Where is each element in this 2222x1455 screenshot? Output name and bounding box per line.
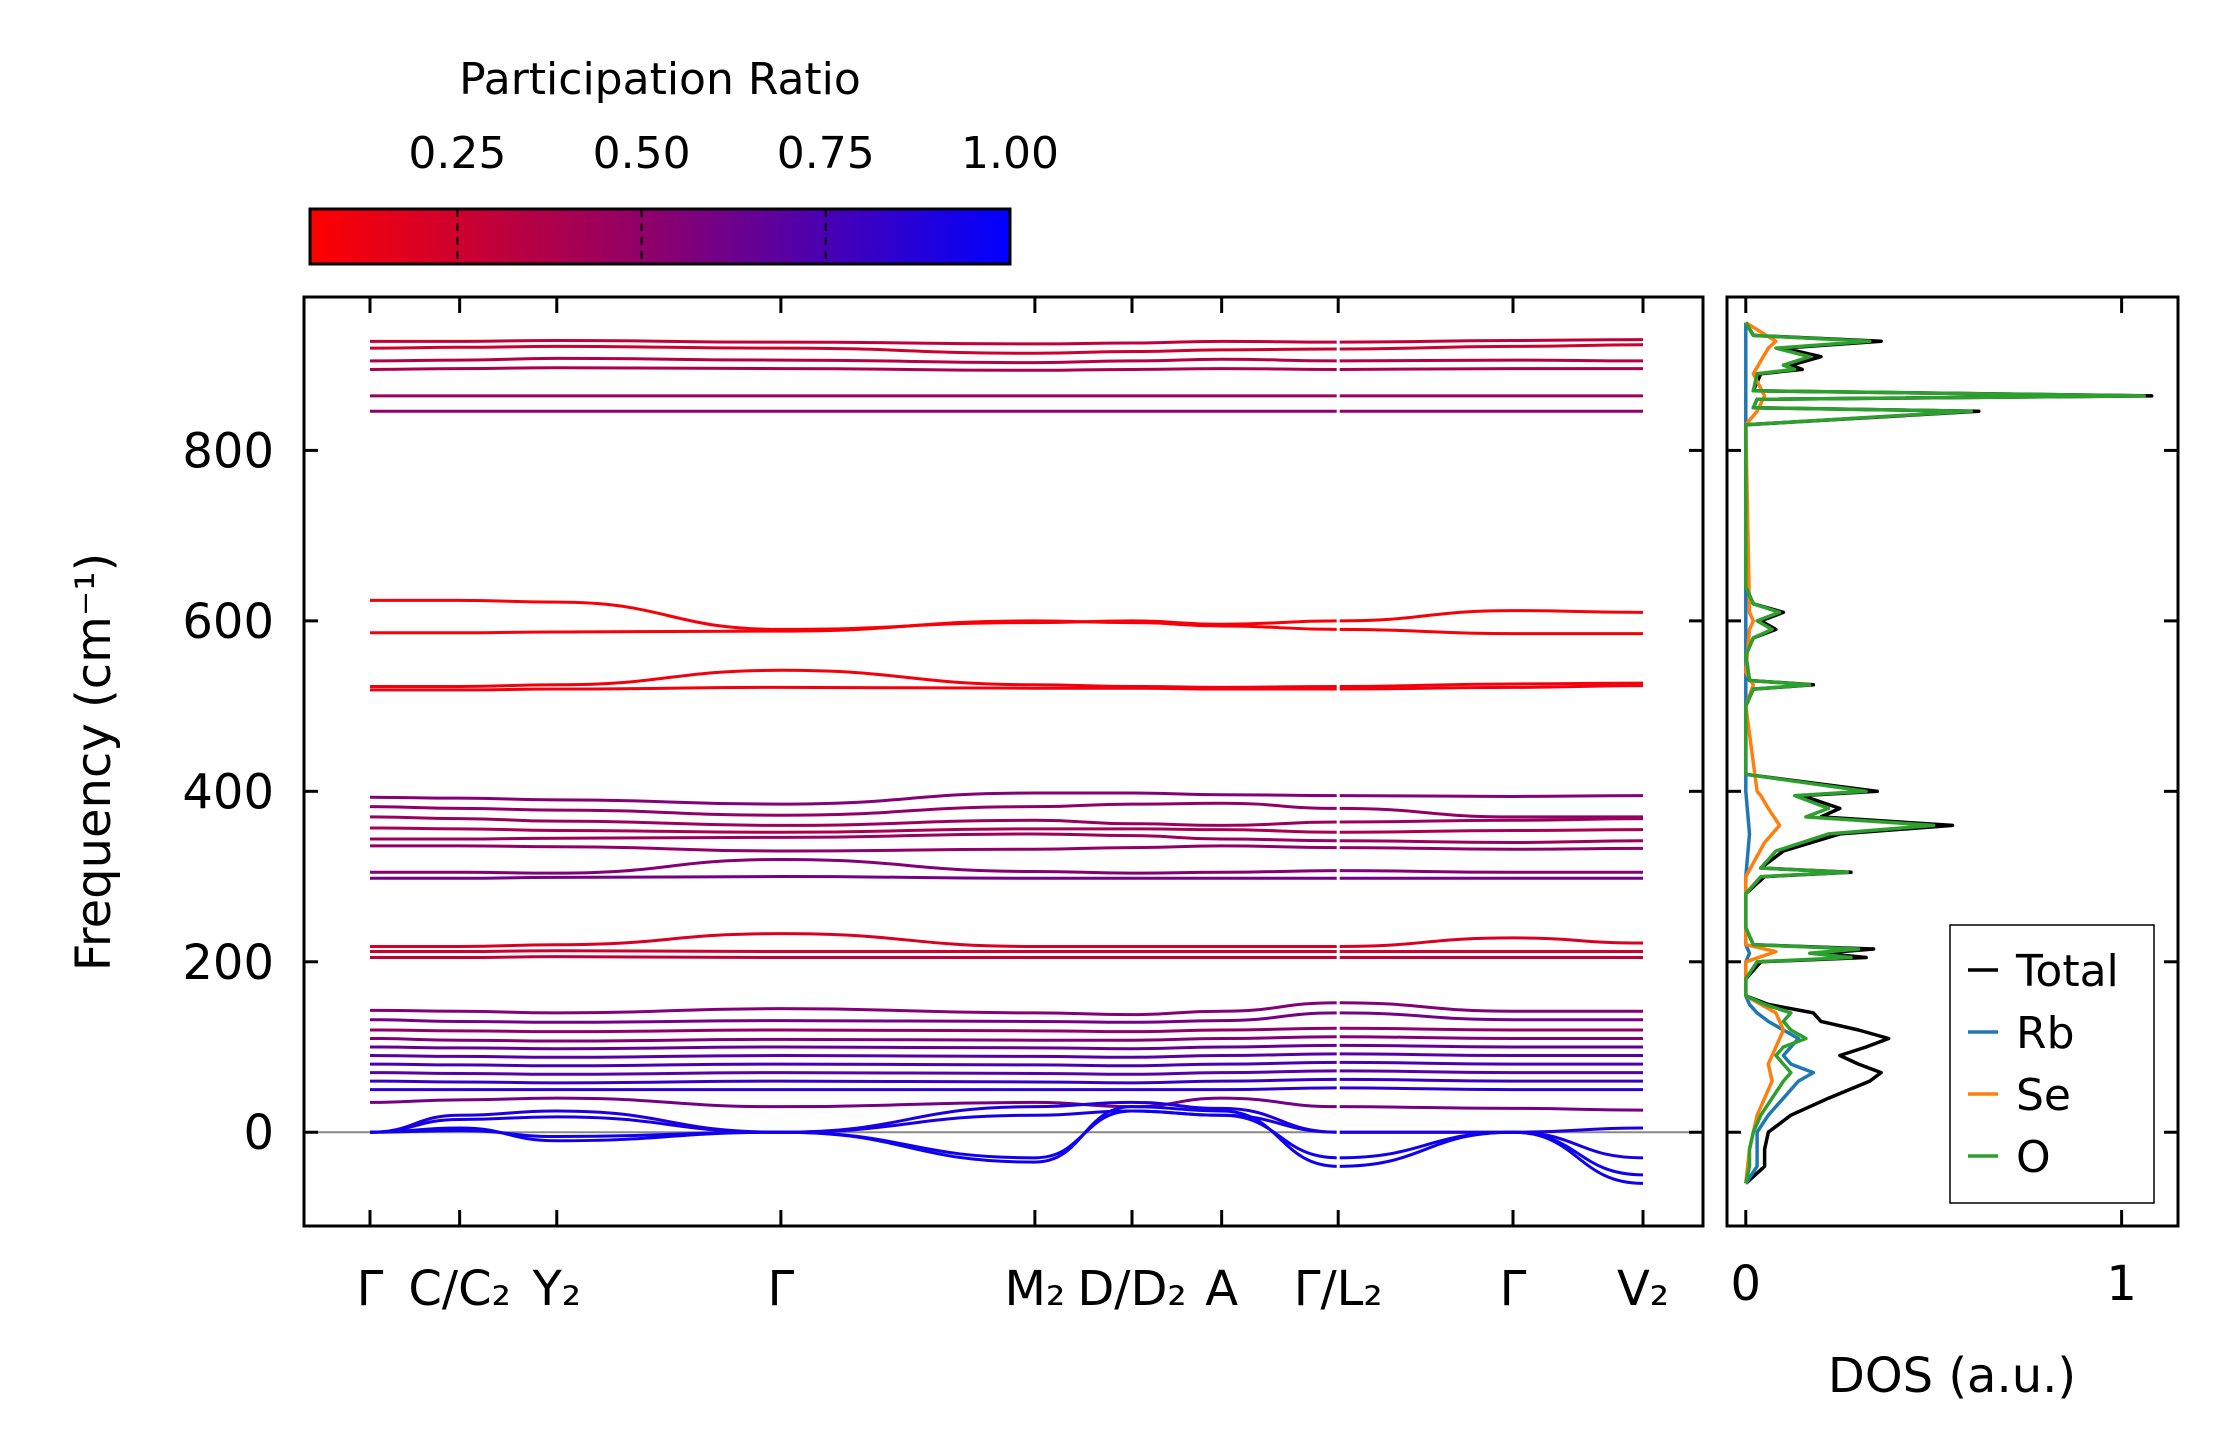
phonon-band [369,1026,1643,1034]
dos-curves [1744,321,2154,1185]
dos-curve-o [1744,321,2146,1184]
colorbar-gradient [308,207,1012,266]
kpath-label: Γ [768,1261,795,1317]
colorbar-label: Participation Ratio [459,54,861,105]
dos-curve-rb [1744,322,1816,1185]
legend-label: Rb [2016,1008,2075,1059]
phonon-band [369,791,1644,806]
kpath-label: Γ/L₂ [1294,1261,1383,1317]
legend-label: O [2016,1132,2051,1183]
legend-label: Total [2015,946,2119,997]
dos-axes-frame [1725,295,2180,1228]
colorbar-tick-label: 0.25 [408,128,506,179]
phonon-band [369,366,1643,372]
phonon-band [369,826,1644,834]
dos-x-tick-label: 1 [2106,1256,2137,1312]
kpath-label: Γ [1500,1261,1527,1317]
phonon-band [369,356,1644,365]
phonon-band [370,598,1644,631]
phonon-band [369,1011,1643,1024]
phonon-band [369,1060,1643,1068]
y-axis-label: Frequency (cm⁻¹) [66,553,122,971]
colorbar-tick-label: 1.00 [961,128,1059,179]
dos-x-tick-label: 0 [1731,1256,1762,1312]
phonon-band [369,815,1644,827]
phonon-band [370,858,1643,875]
phonon-band [369,801,1643,819]
legend-items: Total Rb Se O [1968,946,2119,1183]
band-y-tick-label: 400 [182,764,274,820]
dos-curve-se [1744,321,1786,1184]
colorbar: Participation Ratio 0.25 0.50 0.75 1.00 [308,54,1059,266]
kpath-label: V₂ [1617,1261,1669,1317]
phonon-band [369,1043,1643,1051]
colorbar-ticks: 0.25 0.50 0.75 1.00 [408,128,1059,264]
kpath-label: Y₂ [531,1261,581,1317]
phonon-band [369,875,1643,880]
dos-x-axis-label: DOS (a.u.) [1828,1348,2076,1404]
phonon-band [369,1077,1643,1085]
legend[interactable]: Total Rb Se O [1949,924,2155,1204]
phonon-band [369,338,1644,346]
band-kpath-ticks: Γ C/C₂ Y₂ Γ M₂ D/D₂ A Γ/L₂ Γ V₂ [357,297,1669,1317]
band-axes-frame [302,295,1705,1228]
kpath-label: M₂ [1005,1261,1066,1317]
band-y-tick-label: 800 [182,423,274,479]
phonon-band [370,932,1644,948]
phonon-band [369,1069,1643,1076]
phonon-band [370,832,1644,844]
colorbar-tick-label: 0.50 [593,128,691,179]
band-y-ticks: 0 200 400 600 800 [182,423,2178,1161]
colorbar-tick-label: 0.75 [777,128,875,179]
phonon-band [369,1001,1643,1017]
phonon-band [369,1096,1644,1112]
kpath-label: C/C₂ [408,1261,510,1317]
legend-label: Se [2016,1070,2071,1121]
phonon-band [369,1035,1643,1043]
kpath-label: D/D₂ [1077,1261,1186,1317]
phonon-band [370,949,1643,954]
kpath-label: A [1205,1261,1238,1317]
phonon-band [369,1109,1644,1185]
phonon-band [369,1052,1643,1059]
band-y-tick-label: 200 [182,935,274,991]
band-structure-panel: 0 200 400 600 800 Γ C/C₂ Y₂ Γ M₂ D/D₂ A Γ/L₂ Γ V₂ Fre… [66,295,2178,1317]
phonon-band [369,619,1643,636]
phonon-bands [369,338,1644,1185]
phonon-band [369,343,1644,355]
band-y-tick-label: 600 [182,594,274,650]
phonon-band [370,1086,1644,1092]
phonon-band [370,668,1644,689]
kpath-label: Γ [357,1261,384,1317]
band-y-tick-label: 0 [243,1105,274,1161]
phonon-band [369,844,1644,853]
phonon-band [369,1109,1644,1160]
phonon-band [369,955,1643,960]
phonon-band [369,684,1644,692]
